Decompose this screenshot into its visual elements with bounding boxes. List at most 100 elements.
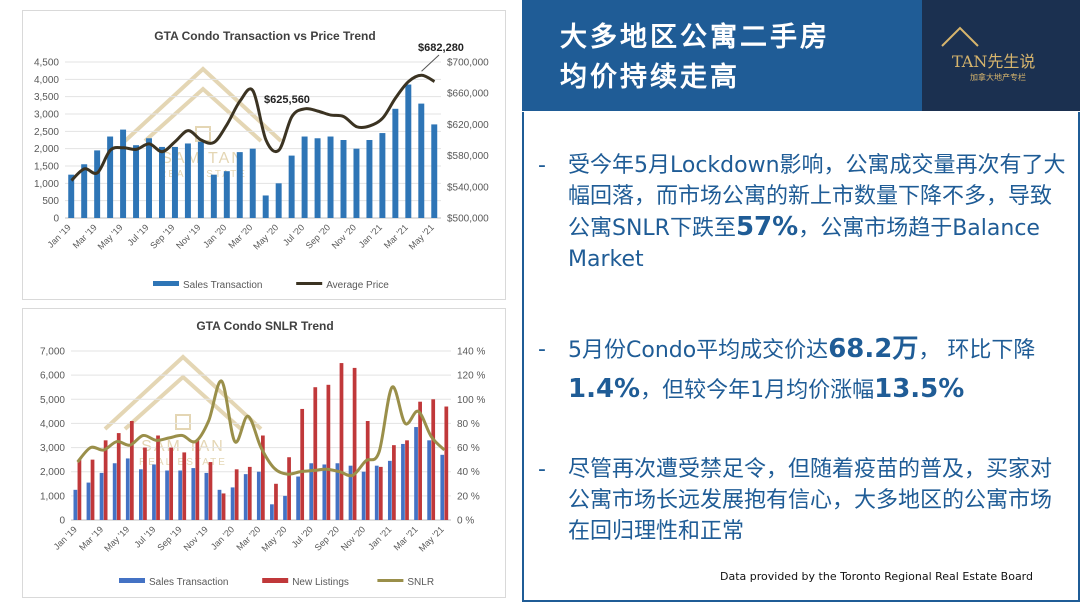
bar-new-listings [221, 493, 226, 520]
bullet-item: - 尽管再次遭受禁足令，但随着疫苗的普及，买家对公寓市场长远发展抱有信心，大多地… [538, 454, 1068, 547]
x-tick-label: May '19 [102, 524, 131, 553]
y-tick-label: 3,000 [40, 443, 65, 454]
x-tick-label: Mar '20 [234, 524, 262, 552]
y2-tick-label: $500,000 [447, 214, 489, 225]
bar-sales-transaction [125, 458, 130, 520]
bar-sales-transaction [107, 136, 114, 218]
bar-sales-transaction [86, 482, 91, 520]
bar-sales-transaction [223, 171, 230, 218]
y2-tick-label: 20 % [457, 491, 480, 502]
bar-sales-transaction [414, 427, 418, 520]
bar-sales-transaction [249, 148, 256, 218]
bar-sales-transaction [191, 468, 196, 520]
bullet-item: - 受今年5月Lockdown影响，公寓成交量再次有了大幅回落，而市场公寓的新上… [538, 150, 1068, 275]
bar-sales-transaction [178, 470, 183, 520]
x-tick-label: Mar '19 [77, 524, 105, 552]
bar-sales-transaction [314, 138, 321, 218]
y-tick-label: 3,000 [34, 110, 59, 121]
bar-sales-transaction [301, 136, 308, 218]
x-tick-label: Jan '19 [45, 222, 72, 249]
y2-tick-label: $540,000 [447, 182, 489, 193]
bar-sales-transaction [374, 465, 379, 520]
bar-sales-transaction [387, 460, 392, 520]
x-tick-label: Jan '20 [209, 524, 236, 551]
x-tick-label: Nov '19 [174, 222, 202, 250]
bar-sales-transaction [243, 474, 248, 520]
legend-swatch [119, 578, 145, 583]
watermark-roof-icon [103, 354, 263, 431]
bar-sales-transaction [283, 495, 287, 520]
y-tick-label: 0 [53, 214, 59, 225]
snlr-trend-chart: GTA Condo SNLR Trend SAM TAN REAL ESTATE 0 1… [22, 308, 506, 598]
y-tick-label: 1,000 [40, 491, 65, 502]
legend-label: SNLR [407, 577, 434, 588]
watermark-name: SAM TAN [141, 438, 225, 455]
y-tick-label: 2,500 [34, 127, 59, 138]
y2-tick-label: $700,000 [447, 58, 489, 69]
x-tick-label: May '21 [417, 524, 446, 553]
legend-label: Average Price [326, 280, 389, 291]
y-tick-label: 6,000 [40, 371, 65, 382]
x-tick-label: Sep '20 [313, 524, 341, 552]
y-tick-label: 4,500 [34, 58, 59, 69]
bar-new-listings [261, 435, 265, 520]
bar-new-listings [365, 421, 370, 520]
x-tick-label: Mar '21 [392, 524, 420, 552]
bar-sales-transaction [353, 148, 360, 218]
watermark-window-icon [175, 414, 191, 430]
x-tick-label: Mar '21 [382, 222, 410, 250]
bullet-text: 5月份Condo平均成交价达 [568, 338, 829, 363]
line-average-price [70, 73, 436, 182]
x-tick-label: Jul '19 [132, 524, 157, 549]
y2-tick-label: 120 % [457, 371, 485, 382]
bar-new-listings [195, 440, 200, 520]
bar-sales-transaction [440, 454, 445, 520]
bar-sales-transaction [256, 471, 261, 520]
y2-tick-label: 140 % [457, 347, 485, 358]
bar-sales-transaction [146, 138, 152, 218]
x-tick-label: Nov '20 [330, 222, 358, 250]
x-tick-label: Mar '19 [71, 222, 99, 250]
line-snlr [76, 379, 446, 478]
bar-new-listings [418, 401, 422, 520]
y-tick-label: 4,000 [34, 75, 59, 86]
x-tick-label: May '20 [259, 524, 288, 553]
y2-tick-label: 80 % [457, 419, 480, 430]
transaction-price-chart-svg: GTA Condo Transaction vs Price TrendSAM … [34, 29, 489, 291]
bar-sales-transaction [94, 150, 101, 218]
y2-tick-label: $580,000 [447, 151, 489, 162]
bar-sales-transaction [262, 195, 269, 218]
y-tick-label: 1,500 [34, 162, 59, 173]
bar-sales-transaction [81, 164, 88, 218]
panel-title: 大多地区公寓二手房 均价持续走高 [560, 18, 900, 98]
bar-sales-transaction [296, 476, 300, 520]
bar-sales-transaction [418, 103, 425, 218]
x-tick-label: Jan '20 [201, 222, 228, 249]
bullet-dash: - [538, 153, 546, 178]
bar-sales-transaction [427, 440, 432, 520]
bar-sales-transaction [392, 108, 399, 218]
x-tick-label: May '19 [96, 222, 125, 251]
bar-new-listings [352, 367, 357, 520]
bar-new-listings [313, 387, 318, 520]
bar-sales-transaction [322, 464, 327, 520]
bar-sales-transaction [99, 472, 104, 520]
bullet-dash: - [538, 457, 546, 482]
snlr-trend-chart-svg: GTA Condo SNLR Trend SAM TAN REAL ESTATE 0 1… [40, 319, 485, 588]
y2-tick-label: 60 % [457, 443, 480, 454]
watermark-roof-icon [123, 374, 243, 431]
bar-new-listings [169, 447, 174, 520]
x-tick-label: Jul '20 [290, 524, 315, 549]
bullet-highlight: 57% [735, 212, 799, 242]
x-tick-label: Nov '20 [339, 524, 367, 552]
y-tick-label: 4,000 [40, 419, 65, 430]
bar-sales-transaction [165, 470, 169, 520]
brand-logo: TAN先生说 加拿大地产专栏 [922, 0, 1080, 111]
bar-new-listings [392, 445, 396, 520]
x-tick-label: Jan '21 [357, 222, 384, 249]
legend-swatch [262, 578, 289, 583]
bar-new-listings [103, 440, 108, 520]
bar-sales-transaction [335, 463, 340, 520]
chart-title: GTA Condo Transaction vs Price Trend [154, 29, 375, 43]
bar-sales-transaction [236, 152, 243, 218]
